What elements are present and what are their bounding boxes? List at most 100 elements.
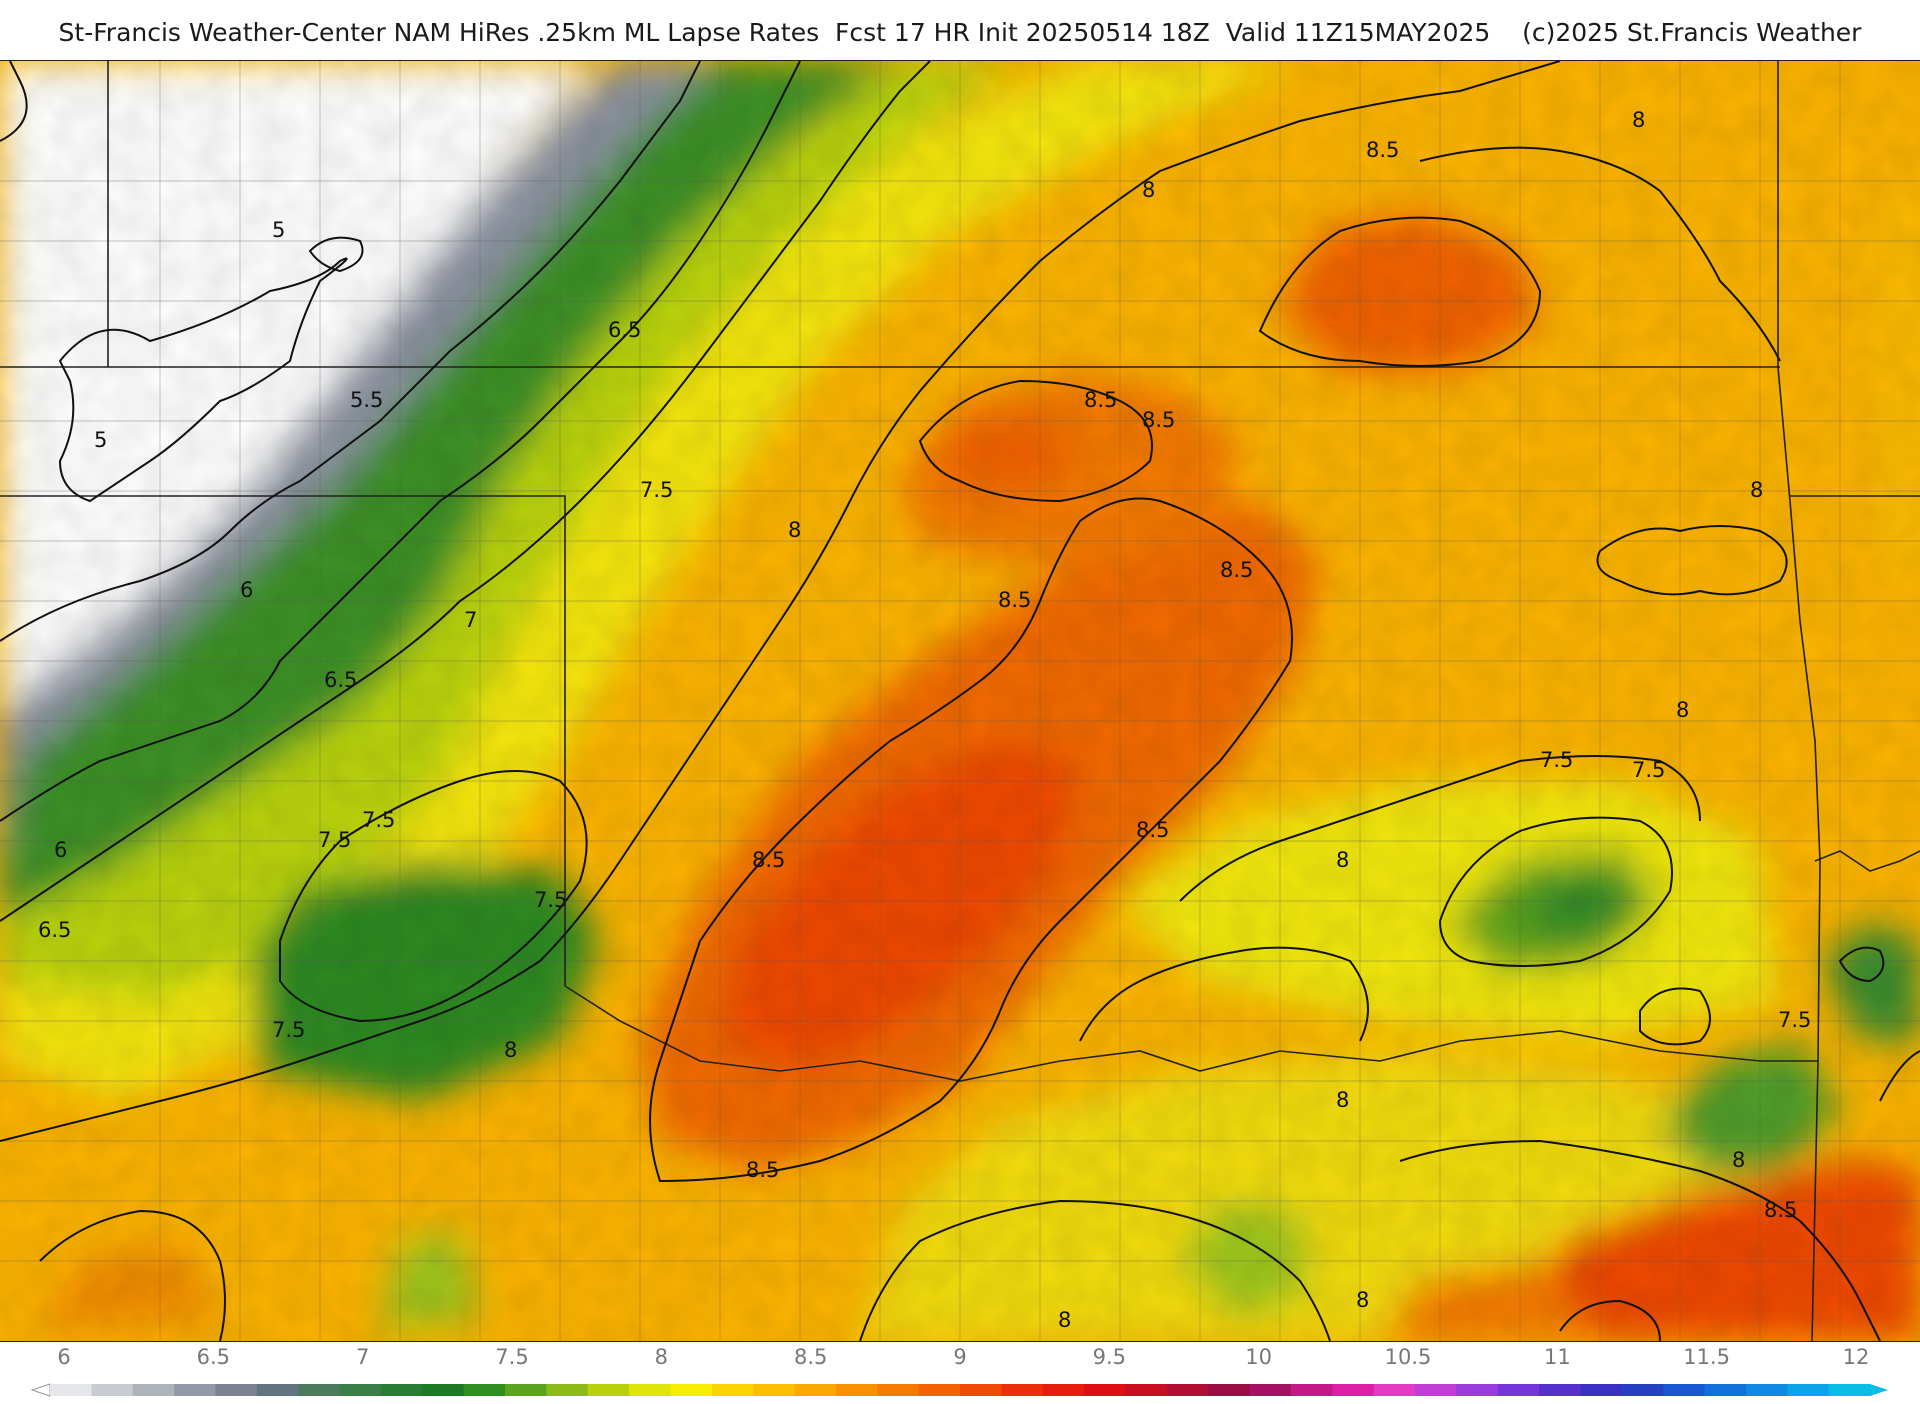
contour-label: 8: [1750, 478, 1763, 502]
scale-color-cell: [1580, 1384, 1623, 1396]
scale-tick-label: 11.5: [1683, 1345, 1730, 1369]
scale-color-cell: [1332, 1384, 1375, 1396]
contour-label: 8: [1336, 1088, 1349, 1112]
contour-label: 8: [1058, 1308, 1071, 1332]
scale-color-cell: [794, 1384, 837, 1396]
contour-label: 7.5: [318, 828, 351, 852]
scale-min-arrow: [30, 1383, 51, 1397]
scale-color-cell: [339, 1384, 382, 1396]
scale-color-cell: [215, 1384, 258, 1396]
contour-label: 5.5: [350, 388, 383, 412]
contour-label: 8: [1356, 1288, 1369, 1312]
scale-color-cell: [132, 1384, 175, 1396]
contour-label: 7.5: [640, 478, 673, 502]
contour-label: 8: [1336, 848, 1349, 872]
scale-color-cell: [587, 1384, 630, 1396]
scale-color-cell: [1166, 1384, 1209, 1396]
scale-color-cell: [1373, 1384, 1416, 1396]
scale-color-cell: [1456, 1384, 1499, 1396]
scale-tick-label: 11: [1544, 1345, 1571, 1369]
contour-label: 7.5: [1632, 758, 1665, 782]
contour-label: 6: [240, 578, 253, 602]
contour-label: 8: [788, 518, 801, 542]
scale-color-cell: [1042, 1384, 1085, 1396]
scale-color-cell: [670, 1384, 713, 1396]
scale-color-cell: [918, 1384, 961, 1396]
map-canvas: 5 5 5.5 6 6 6.5 6.5 6.5 7 7.5 7.5 7.5 7.…: [0, 61, 1920, 1341]
scale-tick-label: 6.5: [197, 1345, 230, 1369]
scale-tick-labels: 6 6.5 7 7.5 8 8.5 9 9.5 10 10.5 11 11.5 12: [57, 1345, 1869, 1369]
contour-label: 6.5: [324, 668, 357, 692]
scale-color-cell: [753, 1384, 796, 1396]
contour-label: 5: [94, 428, 107, 452]
contour-label: 7: [464, 608, 477, 632]
contour-label: 8.5: [1764, 1198, 1797, 1222]
scale-color-cell: [1208, 1384, 1251, 1396]
scale-color-cell: [835, 1384, 878, 1396]
scale-color-cell: [1828, 1384, 1871, 1396]
contour-label: 8: [1732, 1148, 1745, 1172]
scale-color-cell: [1125, 1384, 1168, 1396]
scale-tick-label: 9.5: [1093, 1345, 1126, 1369]
scale-max-arrow: [1870, 1384, 1888, 1396]
scale-tick-label: 6: [57, 1345, 70, 1369]
scale-tick-label: 8.5: [794, 1345, 827, 1369]
contour-label: 8.5: [1084, 388, 1117, 412]
contour-label: 8.5: [1142, 408, 1175, 432]
scale-color-cell: [256, 1384, 299, 1396]
map-title: St-Francis Weather-Center NAM HiRes .25k…: [58, 18, 1862, 47]
scale-tick-label: 10.5: [1385, 1345, 1432, 1369]
scale-color-cell: [91, 1384, 134, 1396]
scale-color-cell: [629, 1384, 671, 1396]
contour-label: 8.5: [998, 588, 1031, 612]
contour-label: 8.5: [1136, 818, 1169, 842]
scale-color-cell: [1704, 1384, 1747, 1396]
filled-shading: [0, 61, 1920, 1341]
scale-color-cell: [1745, 1384, 1788, 1396]
scale-color-cell: [1084, 1384, 1126, 1396]
scale-tick-label: 7.5: [495, 1345, 528, 1369]
scale-tick-label: 12: [1843, 1345, 1870, 1369]
contour-label: 7.5: [1778, 1008, 1811, 1032]
state-boundaries: [0, 61, 1920, 1341]
contour-label: 7.5: [1540, 748, 1573, 772]
contour-label: 6.5: [38, 918, 71, 942]
contour-label: 8.5: [1366, 138, 1399, 162]
contour-labels: 5 5 5.5 6 6 6.5 6.5 6.5 7 7.5 7.5 7.5 7.…: [38, 108, 1811, 1332]
scale-tick-label: 9: [953, 1345, 966, 1369]
contour-label: 7.5: [272, 1018, 305, 1042]
contour-label: 8: [1632, 108, 1645, 132]
scale-color-cell: [1663, 1384, 1706, 1396]
color-scale-svg: 6 6.5 7 7.5 8 8.5 9 9.5 10 10.5 11 11.5 12: [30, 1345, 1888, 1397]
scale-color-cell: [422, 1384, 465, 1396]
scale-color-cell: [1539, 1384, 1581, 1396]
scale-color-cell: [505, 1384, 547, 1396]
contour-label: 6.5: [608, 318, 641, 342]
scale-color-cell: [877, 1384, 920, 1396]
contour-label: 5: [272, 218, 285, 242]
contour-label: 8.5: [746, 1158, 779, 1182]
contour-label: 8: [1142, 178, 1155, 202]
scale-color-cell: [463, 1384, 506, 1396]
scale-color-cell: [1001, 1384, 1044, 1396]
scale-color-cell: [1415, 1384, 1457, 1396]
scale-color-cell: [1249, 1384, 1292, 1396]
scale-color-cell: [380, 1384, 423, 1396]
scale-tick-label: 8: [655, 1345, 668, 1369]
scale-color-cell: [1621, 1384, 1664, 1396]
contour-label: 8: [504, 1038, 517, 1062]
scale-color-cell: [298, 1384, 341, 1396]
lapse-rate-map: 5 5 5.5 6 6 6.5 6.5 6.5 7 7.5 7.5 7.5 7.…: [0, 60, 1920, 1342]
contour-label: 8: [1676, 698, 1689, 722]
scale-color-cell: [174, 1384, 216, 1396]
scale-color-cell: [1497, 1384, 1540, 1396]
contour-label: 7.5: [534, 888, 567, 912]
scale-tick-label: 7: [356, 1345, 369, 1369]
scale-color-cell: [546, 1384, 589, 1396]
color-scale-legend: 6 6.5 7 7.5 8 8.5 9 9.5 10 10.5 11 11.5 12: [0, 1342, 1920, 1400]
scale-color-cell: [960, 1384, 1002, 1396]
contour-label: 8.5: [752, 848, 785, 872]
scale-color-cells: [30, 1383, 1888, 1397]
scale-color-cell: [50, 1384, 92, 1396]
contour-label: 7.5: [362, 808, 395, 832]
